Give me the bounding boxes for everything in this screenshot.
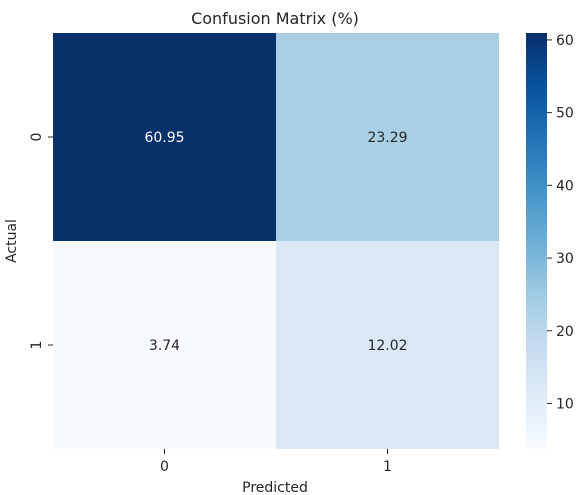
heatmap-cell (276, 241, 499, 449)
colorbar-tick-label: 20 (556, 324, 574, 340)
heatmap-cells: 60.95 23.29 3.74 12.02 (53, 33, 499, 449)
heatmap-cell (276, 33, 499, 241)
colorbar-tick-label: 60 (556, 33, 574, 49)
y-axis-ticks: 01 (29, 133, 53, 350)
y-axis-label: Actual (4, 219, 20, 263)
x-tick-label: 0 (160, 459, 169, 475)
colorbar-tick-label: 50 (556, 106, 574, 122)
colorbar-tick-label: 10 (556, 396, 574, 412)
cell-value-label: 23.29 (367, 130, 407, 146)
cell-value-label: 12.02 (367, 338, 407, 354)
x-axis-label: Predicted (242, 480, 308, 495)
colorbar-tick-label: 30 (556, 251, 574, 267)
heatmap-cell (53, 33, 276, 241)
y-tick-label: 0 (29, 133, 45, 142)
heatmap-cell (53, 241, 276, 449)
colorbar-ticks: 10 20 30 40 50 60 (547, 33, 574, 412)
cell-value-label: 60.95 (144, 130, 184, 146)
colorbar (526, 33, 547, 449)
y-tick-label: 1 (29, 341, 45, 350)
cell-value-label: 3.74 (149, 338, 180, 354)
chart-title: Confusion Matrix (%) (191, 9, 359, 28)
x-tick-label: 1 (383, 459, 392, 475)
colorbar-tick-label: 40 (556, 178, 574, 194)
